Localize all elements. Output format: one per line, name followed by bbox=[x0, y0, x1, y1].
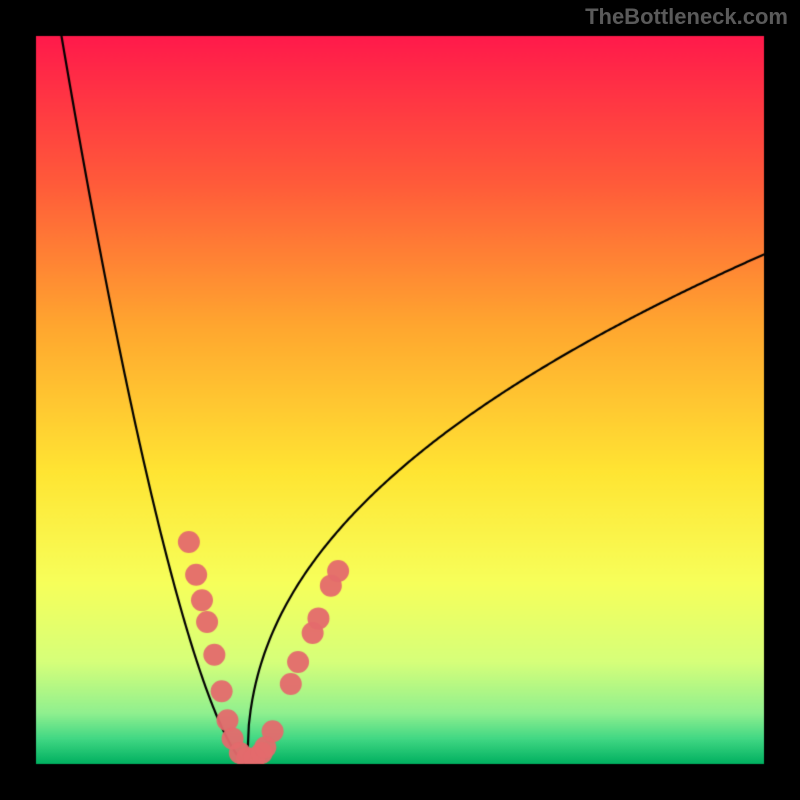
watermark-text: TheBottleneck.com bbox=[585, 4, 788, 30]
chart-canvas bbox=[0, 0, 800, 800]
